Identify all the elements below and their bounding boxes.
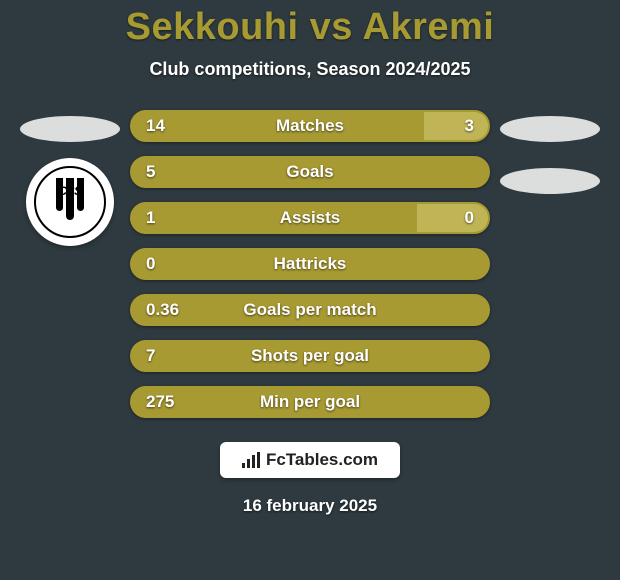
date-label: 16 february 2025 <box>243 496 377 516</box>
stat-label: Assists <box>280 208 340 228</box>
stat-label: Matches <box>276 116 344 136</box>
stat-value-left: 275 <box>146 392 174 412</box>
right-team-oval-top <box>500 116 600 142</box>
stat-bar: Shots per goal 7 <box>130 340 490 372</box>
page-title: Sekkouhi vs Akremi <box>126 6 495 49</box>
left-side: CSS <box>20 110 120 246</box>
stat-bar: Goals 5 <box>130 156 490 188</box>
stat-value-right: 3 <box>465 116 474 136</box>
stat-label: Min per goal <box>260 392 360 412</box>
stat-value-left: 1 <box>146 208 155 228</box>
right-side <box>500 110 600 194</box>
comparison-card: Sekkouhi vs Akremi Club competitions, Se… <box>0 0 620 580</box>
comparison-body: CSS Matches 14 3 Goals 5 Assists 1 0 Hattricks 0 G… <box>0 110 620 418</box>
source-label: FcTables.com <box>266 450 378 470</box>
right-team-oval-bottom <box>500 168 600 194</box>
stat-value-left: 0 <box>146 254 155 274</box>
source-pill[interactable]: FcTables.com <box>220 442 400 478</box>
left-team-oval <box>20 116 120 142</box>
stat-bar: Min per goal 275 <box>130 386 490 418</box>
stat-bar: Goals per match 0.36 <box>130 294 490 326</box>
stat-value-right: 0 <box>465 208 474 228</box>
stat-value-left: 14 <box>146 116 165 136</box>
bar-fill-left <box>132 204 417 232</box>
stat-label: Goals per match <box>243 300 376 320</box>
stats-bars: Matches 14 3 Goals 5 Assists 1 0 Hattricks 0 Goals… <box>130 110 490 418</box>
stat-label: Hattricks <box>274 254 347 274</box>
stat-value-left: 0.36 <box>146 300 179 320</box>
stat-value-left: 5 <box>146 162 155 182</box>
stat-value-left: 7 <box>146 346 155 366</box>
subtitle: Club competitions, Season 2024/2025 <box>149 59 470 80</box>
badge-stripes <box>56 178 84 238</box>
stat-bar: Hattricks 0 <box>130 248 490 280</box>
bar-fill-right <box>417 204 488 232</box>
bar-fill-right <box>424 112 488 140</box>
left-team-badge: CSS <box>26 158 114 246</box>
stat-label: Goals <box>286 162 333 182</box>
stat-bar: Matches 14 3 <box>130 110 490 142</box>
fctables-logo-icon <box>242 452 260 468</box>
stat-label: Shots per goal <box>251 346 369 366</box>
stat-bar: Assists 1 0 <box>130 202 490 234</box>
